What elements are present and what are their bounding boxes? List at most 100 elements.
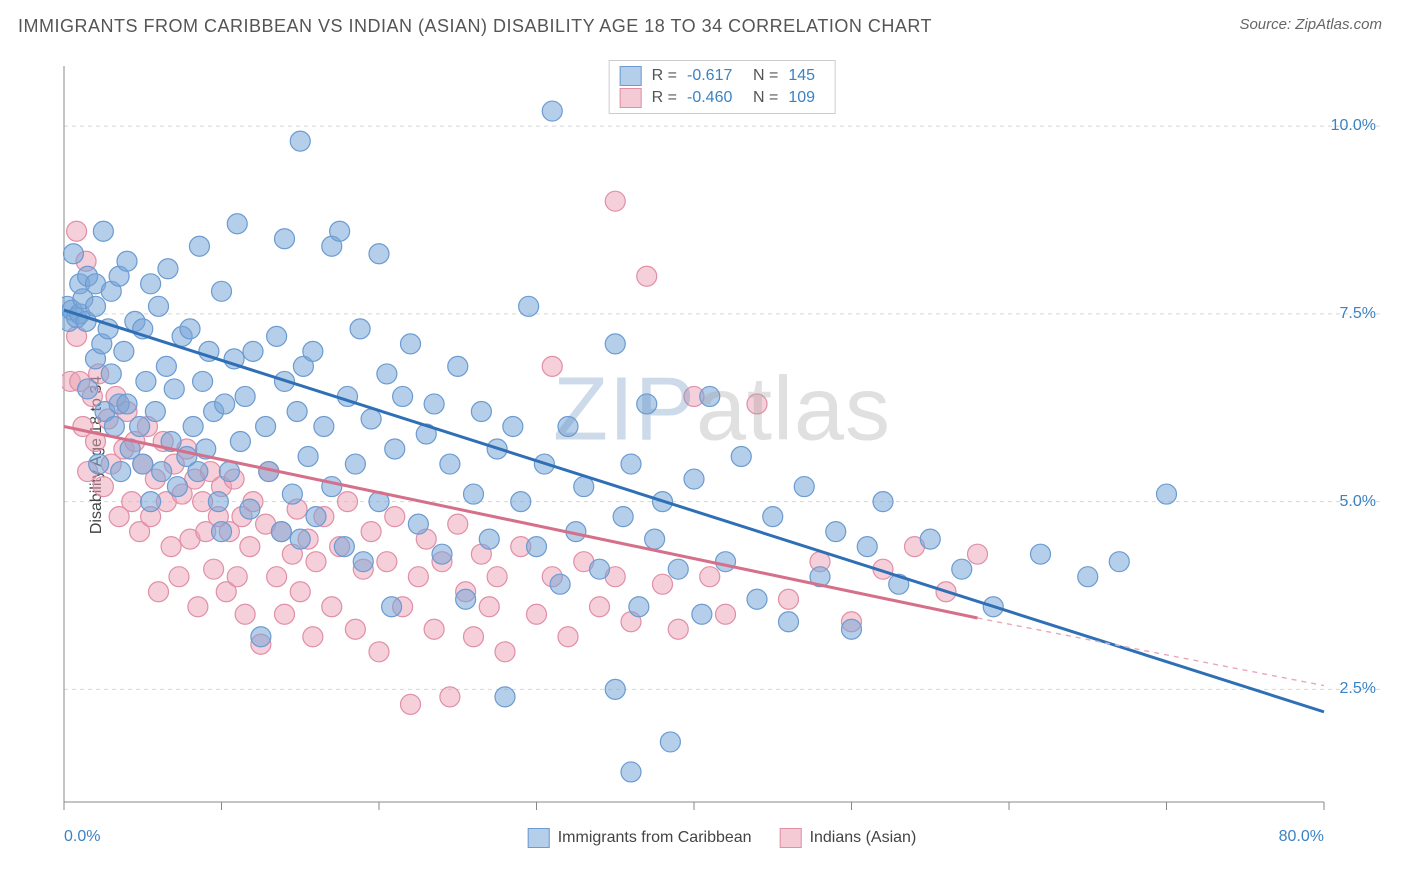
data-point — [141, 274, 161, 294]
data-point — [164, 379, 184, 399]
stat-r-value: -0.460 — [687, 89, 743, 107]
stats-row: R =-0.460N =109 — [620, 87, 825, 109]
data-point — [204, 559, 224, 579]
data-point — [334, 537, 354, 557]
data-point — [114, 341, 134, 361]
data-point — [857, 537, 877, 557]
data-point — [86, 296, 106, 316]
data-point — [167, 477, 187, 497]
data-point — [503, 416, 523, 436]
data-point — [401, 334, 421, 354]
data-point — [303, 341, 323, 361]
data-point — [424, 394, 444, 414]
data-point — [306, 507, 326, 527]
data-point — [794, 477, 814, 497]
data-point — [408, 567, 428, 587]
data-point — [668, 619, 688, 639]
data-point — [235, 604, 255, 624]
data-point — [243, 341, 263, 361]
data-point — [968, 544, 988, 564]
chart-container: Disability Age 18 to 34 ZIPatlas R =-0.6… — [28, 50, 1388, 860]
legend-bottom: Immigrants from CaribbeanIndians (Asian) — [528, 828, 917, 848]
data-point — [873, 492, 893, 512]
data-point — [590, 597, 610, 617]
legend-item: Immigrants from Caribbean — [528, 828, 752, 848]
data-point — [322, 597, 342, 617]
data-point — [440, 454, 460, 474]
data-point — [306, 552, 326, 572]
plot-area: ZIPatlas R =-0.617N =145R =-0.460N =109 … — [62, 60, 1382, 820]
data-point — [67, 221, 87, 241]
data-point — [432, 544, 452, 564]
data-point — [89, 454, 109, 474]
data-point — [653, 574, 673, 594]
data-point — [212, 522, 232, 542]
data-point — [385, 507, 405, 527]
data-point — [361, 522, 381, 542]
data-point — [637, 266, 657, 286]
data-point — [208, 492, 228, 512]
data-point — [495, 687, 515, 707]
y-tick-label: 5.0% — [1340, 493, 1376, 511]
data-point — [779, 612, 799, 632]
data-point — [267, 326, 287, 346]
data-point — [256, 416, 276, 436]
data-point — [527, 604, 547, 624]
data-point — [282, 484, 302, 504]
data-point — [117, 251, 137, 271]
data-point — [637, 394, 657, 414]
data-point — [464, 484, 484, 504]
data-point — [479, 597, 499, 617]
data-point — [193, 371, 213, 391]
stats-row: R =-0.617N =145 — [620, 65, 825, 87]
data-point — [763, 507, 783, 527]
data-point — [240, 499, 260, 519]
data-point — [920, 529, 940, 549]
data-point — [456, 589, 476, 609]
data-point — [338, 492, 358, 512]
data-point — [747, 589, 767, 609]
data-point — [590, 559, 610, 579]
data-point — [111, 462, 131, 482]
data-point — [369, 244, 389, 264]
data-point — [298, 447, 318, 467]
data-point — [511, 492, 531, 512]
data-point — [212, 281, 232, 301]
data-point — [219, 462, 239, 482]
stat-n-label: N = — [753, 67, 778, 85]
data-point — [377, 364, 397, 384]
data-point — [361, 409, 381, 429]
stat-r-label: R = — [652, 67, 677, 85]
data-point — [385, 439, 405, 459]
data-point — [826, 522, 846, 542]
data-point — [424, 619, 444, 639]
data-point — [1157, 484, 1177, 504]
data-point — [716, 604, 736, 624]
data-point — [519, 296, 539, 316]
data-point — [227, 567, 247, 587]
data-point — [382, 597, 402, 617]
data-point — [377, 552, 397, 572]
data-point — [401, 694, 421, 714]
data-point — [145, 401, 165, 421]
data-point — [550, 574, 570, 594]
data-point — [271, 522, 291, 542]
data-point — [700, 386, 720, 406]
data-point — [471, 401, 491, 421]
data-point — [104, 416, 124, 436]
data-point — [731, 447, 751, 467]
data-point — [161, 537, 181, 557]
data-point — [267, 567, 287, 587]
data-point — [345, 454, 365, 474]
data-point — [542, 101, 562, 121]
stat-r-value: -0.617 — [687, 67, 743, 85]
data-point — [700, 567, 720, 587]
x-tick-label: 0.0% — [64, 828, 100, 846]
legend-swatch — [620, 66, 642, 86]
data-point — [149, 582, 169, 602]
data-point — [542, 356, 562, 376]
data-point — [240, 537, 260, 557]
data-point — [1078, 567, 1098, 587]
data-point — [156, 356, 176, 376]
data-point — [660, 732, 680, 752]
